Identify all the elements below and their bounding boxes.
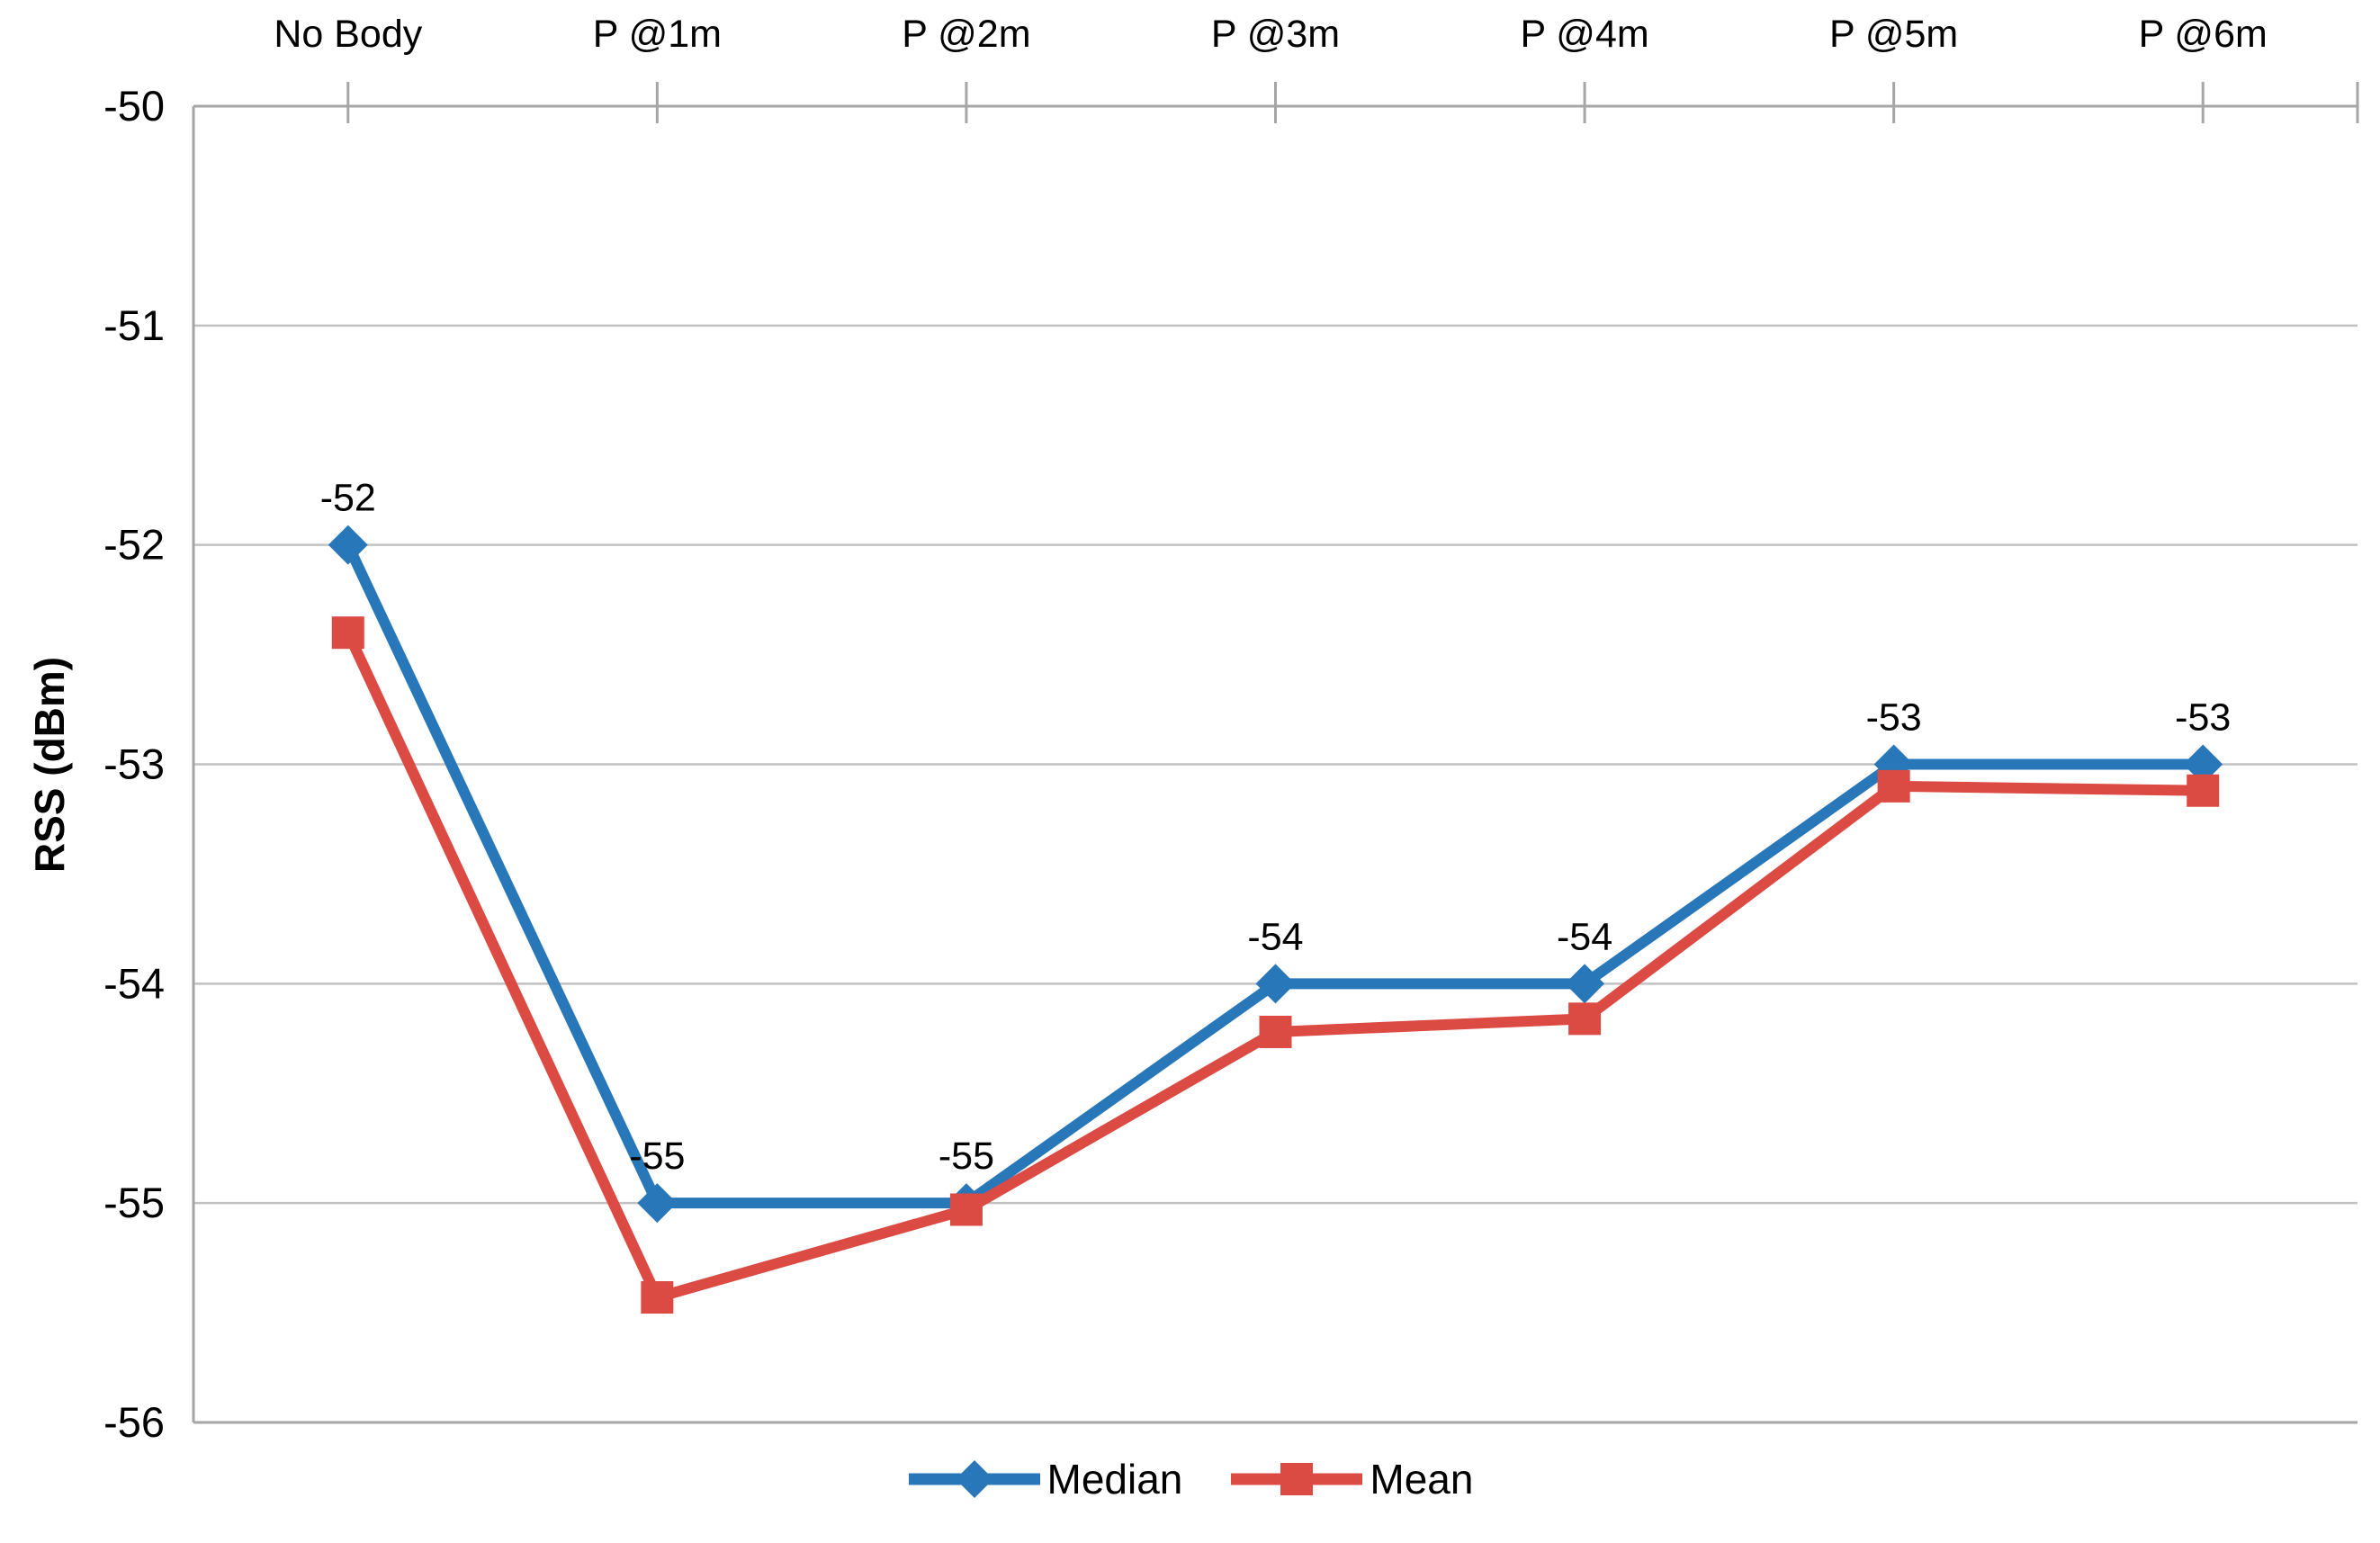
mean-marker-2 (949, 1193, 983, 1226)
y-tick-label--52: -52 (103, 521, 165, 569)
x-tick-label-6: P @6m (2139, 13, 2268, 56)
legend-label-mean: Mean (1370, 1456, 1474, 1503)
mean-marker-5 (1877, 769, 1910, 803)
median-legend-marker-icon (908, 1460, 1040, 1498)
legend-item-median: Median (907, 1450, 1183, 1508)
x-tick-label-1: P @1m (593, 13, 722, 56)
x-tick-label-0: No Body (274, 13, 422, 56)
x-tick-label-4: P @4m (1520, 13, 1648, 56)
median-marker-0 (328, 525, 368, 565)
median-marker-1 (637, 1183, 678, 1224)
mean-legend-marker-icon (1231, 1463, 1363, 1495)
median-line (343, 543, 2204, 1209)
y-tick-label--54: -54 (103, 959, 165, 1007)
legend: Median Mean (0, 1450, 2380, 1508)
mean-marker-4 (1568, 1002, 1602, 1036)
mean-marker-1 (641, 1281, 674, 1314)
legend-label-median: Median (1046, 1456, 1183, 1503)
legend-item-mean: Mean (1229, 1450, 1473, 1508)
median-marker-4 (1565, 964, 1605, 1004)
median-marker-6 (2183, 744, 2223, 785)
y-tick-label--51: -51 (103, 301, 165, 349)
x-tick-label-2: P @2m (902, 13, 1030, 56)
median-marker-3 (1255, 964, 1296, 1004)
median-data-label-2: -55 (939, 1135, 994, 1178)
y-axis-title: RSS (dBm) (26, 656, 73, 874)
legend-diamond-icon (955, 1460, 993, 1498)
x-tick-label-5: P @5m (1829, 13, 1958, 56)
median-data-label-6: -53 (2175, 696, 2231, 740)
mean-marker-0 (331, 616, 364, 650)
y-tick-label--56: -56 (103, 1398, 165, 1446)
x-tick-label-3: P @3m (1211, 13, 1340, 56)
y-tick-label--50: -50 (103, 82, 165, 130)
mean-marker-3 (1259, 1015, 1292, 1048)
median-data-label-4: -54 (1557, 915, 1612, 958)
mean-marker-6 (2187, 774, 2220, 807)
median-data-label-3: -54 (1247, 915, 1303, 958)
y-tick-label--55: -55 (103, 1179, 165, 1226)
median-data-label-0: -52 (320, 477, 376, 520)
median-data-label-5: -53 (1866, 696, 1922, 740)
median-data-label-1: -55 (629, 1135, 685, 1178)
y-tick-label--53: -53 (103, 740, 165, 788)
legend-square-icon (1280, 1463, 1314, 1495)
